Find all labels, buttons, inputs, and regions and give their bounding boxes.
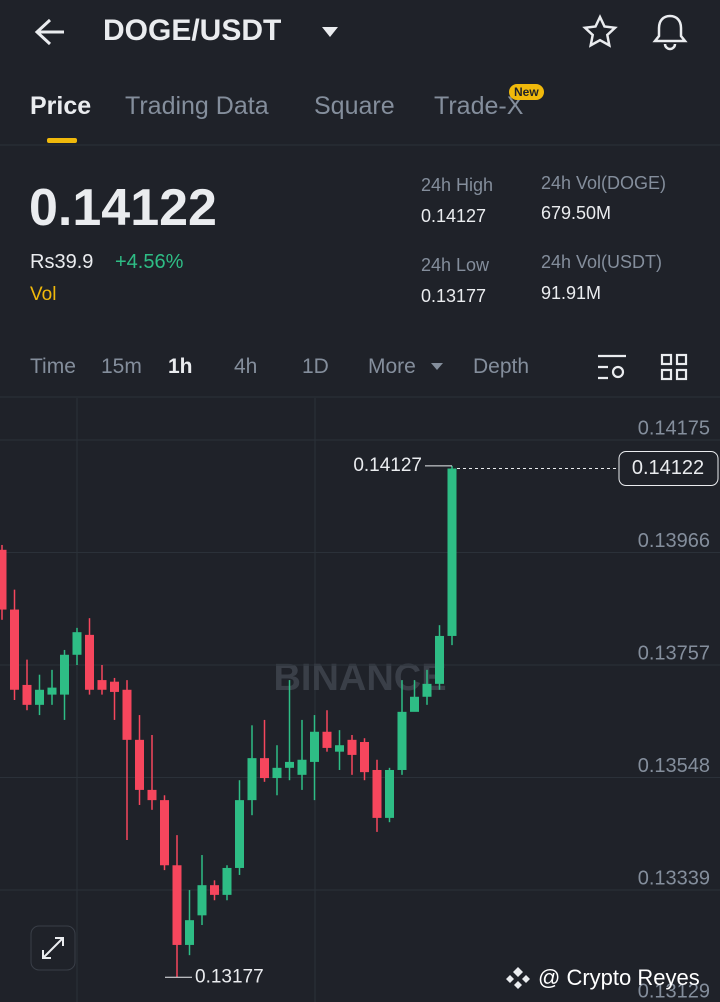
candle-body	[247, 758, 257, 801]
interval[interactable]: Time	[30, 355, 76, 378]
candle-body	[347, 739, 357, 755]
watermark: BINANCE	[273, 657, 446, 699]
candle-body	[97, 680, 107, 690]
interval[interactable]: More	[368, 355, 416, 378]
alert-bell[interactable]	[652, 14, 688, 51]
pair-caret[interactable]	[322, 27, 338, 37]
candle-body	[360, 741, 369, 773]
back-arrow[interactable]	[34, 18, 64, 46]
candle-body	[60, 654, 69, 695]
interval[interactable]: Depth	[473, 355, 530, 378]
more-caret[interactable]	[431, 363, 443, 370]
interval[interactable]: 1h	[168, 355, 193, 378]
candle-body	[372, 769, 382, 818]
tab[interactable]: Trade-X	[434, 92, 524, 120]
last-price-box	[618, 451, 719, 487]
candle-body	[210, 885, 219, 895]
logo	[506, 967, 530, 989]
stat-value: 0.14127	[421, 206, 487, 226]
tab[interactable]: Square	[314, 92, 395, 120]
y-tick-label: 0.14175	[638, 417, 710, 439]
candle-body	[10, 609, 19, 690]
candle-body	[310, 731, 319, 762]
candle-body	[322, 731, 332, 748]
candle-body	[135, 739, 144, 790]
candle-body	[160, 800, 169, 866]
candle-body	[335, 745, 344, 752]
last-price: 0.14122	[29, 179, 217, 237]
candle-body	[47, 687, 57, 695]
candle-body	[0, 549, 7, 610]
credit: @ Crypto Reyes	[538, 965, 700, 990]
stat-value: 91.91M	[541, 283, 602, 303]
candle-body	[172, 865, 182, 945]
tab[interactable]: Trading Data	[125, 92, 269, 120]
stat-value: 0.13177	[421, 286, 487, 306]
y-tick-label: 0.13548	[638, 755, 710, 777]
y-tick-label: 0.13757	[638, 642, 710, 664]
candle-body	[197, 885, 207, 916]
high-label: 0.14127	[353, 455, 422, 476]
candle-body	[72, 632, 82, 655]
vol-label[interactable]: Vol	[30, 284, 57, 305]
y-tick-label: 0.13966	[638, 530, 710, 552]
candle-body	[35, 689, 44, 705]
candle-body	[222, 867, 232, 895]
candle-body	[272, 767, 282, 779]
candle-body	[397, 711, 407, 770]
tab[interactable]: Price	[30, 92, 92, 120]
interval[interactable]: 4h	[234, 355, 258, 378]
tab-indicator	[47, 138, 77, 143]
candle-body	[297, 759, 307, 775]
new-badge: New	[509, 84, 544, 100]
candle-body	[185, 920, 194, 945]
candle-body	[410, 696, 419, 712]
stat-value: 679.50M	[541, 203, 612, 223]
candle-body	[235, 800, 244, 868]
last-price-label: 0.14122	[632, 457, 704, 479]
expand-button[interactable]	[30, 925, 78, 973]
y-tick-label: 0.13129	[638, 980, 710, 1002]
price-change: +4.56%	[115, 251, 184, 273]
low-label: 0.13177	[195, 966, 264, 987]
candle-body	[260, 758, 269, 779]
stat-label: 24h Vol(DOGE)	[541, 173, 667, 193]
candlestick-chart: BINANCE 0.14175 0.13966 0.13757 0.13548 0.13…	[0, 398, 720, 1002]
candle-body	[122, 689, 132, 740]
y-tick-label: 0.13339	[638, 867, 710, 889]
candle-body	[147, 789, 157, 801]
candle-body	[447, 468, 457, 636]
interval[interactable]: 15m	[101, 355, 142, 378]
candle-body	[285, 761, 294, 768]
favorite-star[interactable]	[582, 14, 618, 48]
candle-body	[22, 684, 32, 705]
stat-label: 24h Vol(USDT)	[541, 252, 663, 272]
candle-body	[385, 769, 394, 818]
stat-label: 24h High	[421, 175, 494, 195]
candle-body	[110, 681, 119, 692]
fiat-price: Rs39.9	[30, 251, 94, 273]
interval[interactable]: 1D	[302, 355, 329, 378]
candle-body	[422, 683, 432, 697]
candle-body	[85, 634, 94, 690]
pair-title[interactable]: DOGE/USDT	[103, 14, 282, 47]
chart-settings-icon[interactable]	[598, 354, 626, 380]
header-icons	[0, 14, 720, 398]
layout-icon[interactable]	[660, 353, 688, 381]
stat-label: 24h Low	[421, 255, 490, 275]
candle-body	[435, 635, 444, 684]
